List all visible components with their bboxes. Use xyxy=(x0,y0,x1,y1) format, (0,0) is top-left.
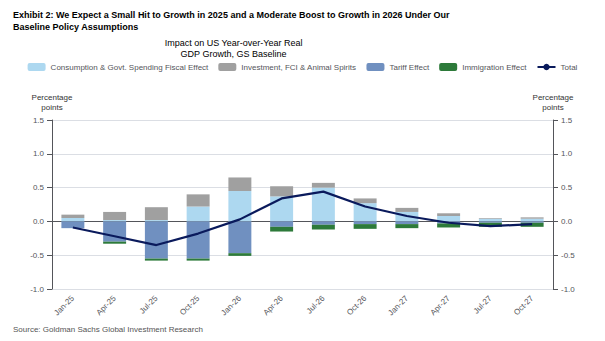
svg-text:-1.0: -1.0 xyxy=(561,285,575,294)
svg-text:Immigration Effect: Immigration Effect xyxy=(462,63,527,72)
svg-text:Apr-26: Apr-26 xyxy=(261,293,285,317)
svg-text:Exhibit 2: We Expect a Small H: Exhibit 2: We Expect a Small Hit to Grow… xyxy=(13,10,450,20)
svg-text:1.0: 1.0 xyxy=(33,149,45,158)
svg-text:Oct-26: Oct-26 xyxy=(345,293,369,317)
svg-text:points: points xyxy=(542,103,563,112)
svg-text:Impact on US Year-over-Year Re: Impact on US Year-over-Year Real xyxy=(165,38,303,48)
svg-text:1.5: 1.5 xyxy=(561,116,573,125)
svg-text:-1.0: -1.0 xyxy=(30,285,44,294)
svg-text:Source: Goldman Sachs Global I: Source: Goldman Sachs Global Investment … xyxy=(13,325,203,334)
svg-text:0.5: 0.5 xyxy=(561,183,573,192)
svg-text:Jan-27: Jan-27 xyxy=(386,293,410,317)
svg-text:0.5: 0.5 xyxy=(33,183,45,192)
svg-text:Jul-26: Jul-26 xyxy=(305,293,327,315)
svg-text:-0.5: -0.5 xyxy=(561,251,575,260)
svg-text:0.0: 0.0 xyxy=(33,217,45,226)
svg-text:Jul-27: Jul-27 xyxy=(472,293,494,315)
svg-text:Baseline Policy Assumptions: Baseline Policy Assumptions xyxy=(13,22,138,32)
svg-text:Investment, FCI & Animal Spiri: Investment, FCI & Animal Spirits xyxy=(241,63,356,72)
svg-text:0.0: 0.0 xyxy=(561,217,573,226)
svg-text:-0.5: -0.5 xyxy=(30,251,44,260)
svg-text:Oct-27: Oct-27 xyxy=(512,293,536,317)
svg-text:Apr-27: Apr-27 xyxy=(428,293,452,317)
svg-text:Oct-25: Oct-25 xyxy=(178,293,202,317)
svg-text:Tariff Effect: Tariff Effect xyxy=(389,63,430,72)
svg-text:Consumption & Govt. Spending F: Consumption & Govt. Spending Fiscal Effe… xyxy=(51,63,209,72)
svg-text:Total: Total xyxy=(561,63,578,72)
svg-text:Apr-25: Apr-25 xyxy=(94,293,118,317)
svg-text:Jan-25: Jan-25 xyxy=(52,293,76,317)
svg-text:1.5: 1.5 xyxy=(33,116,45,125)
svg-text:Percentage: Percentage xyxy=(533,93,574,102)
svg-text:Jul-25: Jul-25 xyxy=(138,293,160,315)
svg-text:1.0: 1.0 xyxy=(561,149,573,158)
svg-text:points: points xyxy=(41,103,62,112)
svg-text:GDP Growth, GS Baseline: GDP Growth, GS Baseline xyxy=(181,49,287,59)
svg-text:Jan-26: Jan-26 xyxy=(219,293,243,317)
svg-text:Percentage: Percentage xyxy=(32,93,73,102)
